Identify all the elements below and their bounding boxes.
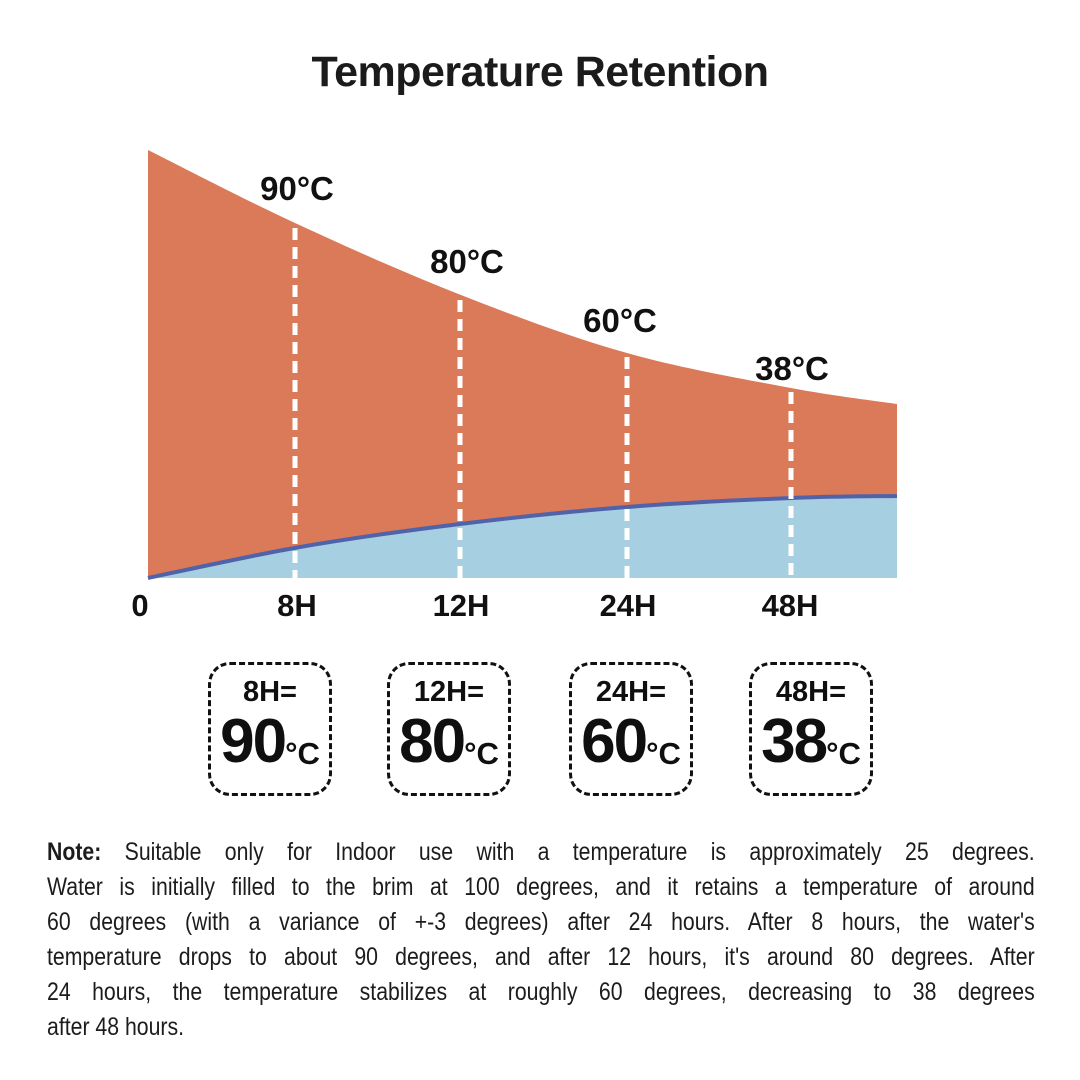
summary-box-48h: 48H= 38 °C [749,662,873,796]
note-line-text: Suitable only for Indoor use with a temp… [101,838,1035,866]
summary-hours-label: 12H= [413,676,485,708]
summary-box-12h: 12H= 80 °C [387,662,511,796]
summary-temp-value: 38 [761,706,828,776]
summary-temp-row: 60 °C [581,706,681,776]
note-paragraph: Note: Suitable only for Indoor use with … [47,835,1035,1045]
note-line: temperature drops to about 90 degrees, a… [47,943,1035,971]
summary-temp-row: 90 °C [220,706,320,776]
summary-temp-unit: °C [826,735,861,771]
x-axis-label-12h: 12H [432,588,490,623]
note-line: 24 hours, the temperature stabilizes at … [47,978,1035,1006]
note-line: Water is initially filled to the brim at… [47,873,1035,901]
summary-temp-row: 80 °C [399,706,499,776]
summary-temp-unit: °C [646,735,681,771]
note-line: after 48 hours. [47,1013,185,1041]
temp-annotation-38c: 38°C [755,350,829,387]
summary-hours-label: 48H= [775,676,847,708]
summary-box-24h: 24H= 60 °C [569,662,693,796]
temperature-chart [147,150,898,580]
summary-temp-unit: °C [285,735,320,771]
note-label: Note: [47,838,102,866]
x-axis-label-24h: 24H [599,588,657,623]
temp-annotation-90c: 90°C [260,170,334,207]
temp-annotation-60c: 60°C [583,302,657,339]
temp-annotation-80c: 80°C [430,243,504,280]
summary-temp-value: 80 [399,706,466,776]
summary-temp-unit: °C [464,735,499,771]
summary-temp-value: 90 [220,706,287,776]
page-title: Temperature Retention [311,48,770,96]
summary-hours-label: 8H= [242,676,297,708]
summary-temp-row: 38 °C [761,706,861,776]
x-axis-label-8h: 8H [277,588,317,623]
x-axis-label-48h: 48H [761,588,819,623]
x-axis-label-0: 0 [131,588,149,623]
summary-box-8h: 8H= 90 °C [208,662,332,796]
summary-temp-value: 60 [581,706,648,776]
summary-hours-label: 24H= [595,676,667,708]
note-line: 60 degrees (with a variance of +-3 degre… [47,908,1035,936]
note-line: Note: Suitable only for Indoor use with … [47,835,1035,870]
